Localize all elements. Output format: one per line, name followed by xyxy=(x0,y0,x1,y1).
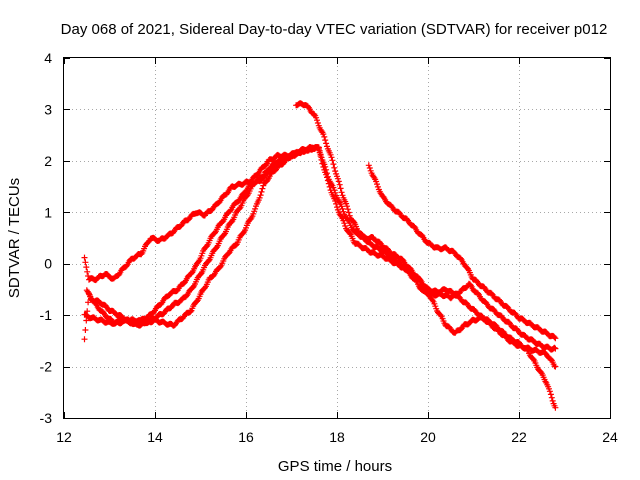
data-layer xyxy=(81,100,559,411)
series-markers xyxy=(315,144,559,411)
series-track-6 xyxy=(315,144,559,411)
y-axis-title: SDTVAR / TECUs xyxy=(6,178,23,298)
y-tick-label: -1 xyxy=(40,307,53,323)
tick-layer xyxy=(64,58,611,419)
x-tick-labels: 12 14 16 18 20 22 24 xyxy=(56,429,618,445)
series-track-2 xyxy=(81,144,322,329)
y-tick-label: -3 xyxy=(40,410,53,426)
series-markers xyxy=(81,144,322,284)
y-tick-label: 2 xyxy=(44,153,52,169)
series-markers xyxy=(315,146,559,370)
y-tick-label: 3 xyxy=(44,101,52,117)
y-tick-labels: -3 -2 -1 0 1 2 3 4 xyxy=(40,50,53,426)
y-tick-label: 4 xyxy=(44,50,52,66)
y-tick-label: 0 xyxy=(44,256,52,272)
x-axis-title: GPS time / hours xyxy=(278,458,392,475)
grid-layer xyxy=(64,58,610,418)
series-track-1 xyxy=(81,144,322,284)
x-tick-label: 14 xyxy=(147,429,163,445)
x-tick-label: 16 xyxy=(238,429,254,445)
x-tick-label: 24 xyxy=(602,429,618,445)
plot-frame xyxy=(63,57,611,419)
series-track-4 xyxy=(83,149,304,329)
x-tick-label: 18 xyxy=(329,429,345,445)
x-tick-label: 20 xyxy=(420,429,436,445)
x-tick-label: 12 xyxy=(56,429,72,445)
y-tick-label: -2 xyxy=(40,359,53,375)
y-tick-label: 1 xyxy=(44,204,52,220)
chart-title: Day 068 of 2021, Sidereal Day-to-day VTE… xyxy=(61,21,608,38)
series-markers xyxy=(83,149,304,329)
series-track-8 xyxy=(365,162,559,342)
x-tick-label: 22 xyxy=(511,429,527,445)
series-track-7 xyxy=(315,146,559,370)
series-markers xyxy=(81,144,322,329)
series-markers xyxy=(365,162,559,342)
